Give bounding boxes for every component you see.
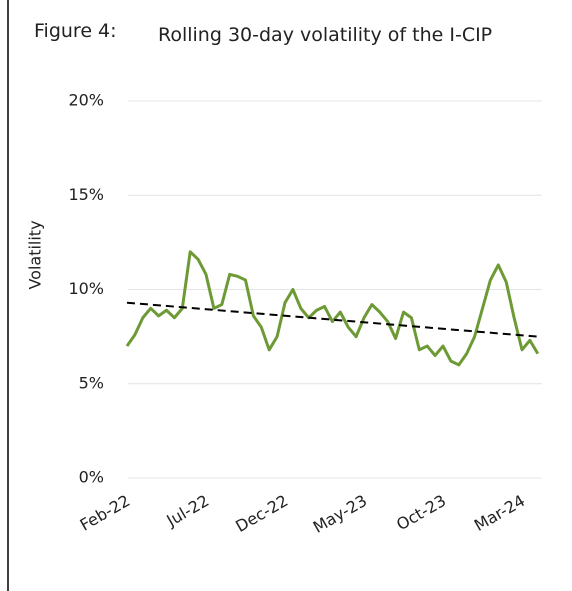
figure-label: Figure 4:: [34, 20, 117, 42]
x-tick-label: Oct-23: [393, 491, 449, 534]
data-line: [125, 250, 540, 367]
x-tick-label: Feb-22: [77, 491, 134, 535]
y-tick-label: 10%: [68, 279, 104, 298]
y-tick-label: 20%: [68, 91, 104, 110]
x-tick-label: Dec-22: [232, 491, 291, 536]
trend-line: [126, 301, 538, 338]
y-tick-label: 5%: [79, 373, 104, 392]
x-tick-label: Jul-22: [163, 491, 213, 531]
y-tick-label: 15%: [68, 185, 104, 204]
y-axis-label: Volatility: [26, 220, 45, 289]
x-tick-label: Mar-24: [471, 491, 528, 535]
x-tick-label: May-23: [310, 491, 371, 537]
y-tick-label: 0%: [79, 468, 104, 487]
chart-title: Rolling 30-day volatility of the I-CIP: [158, 24, 493, 46]
